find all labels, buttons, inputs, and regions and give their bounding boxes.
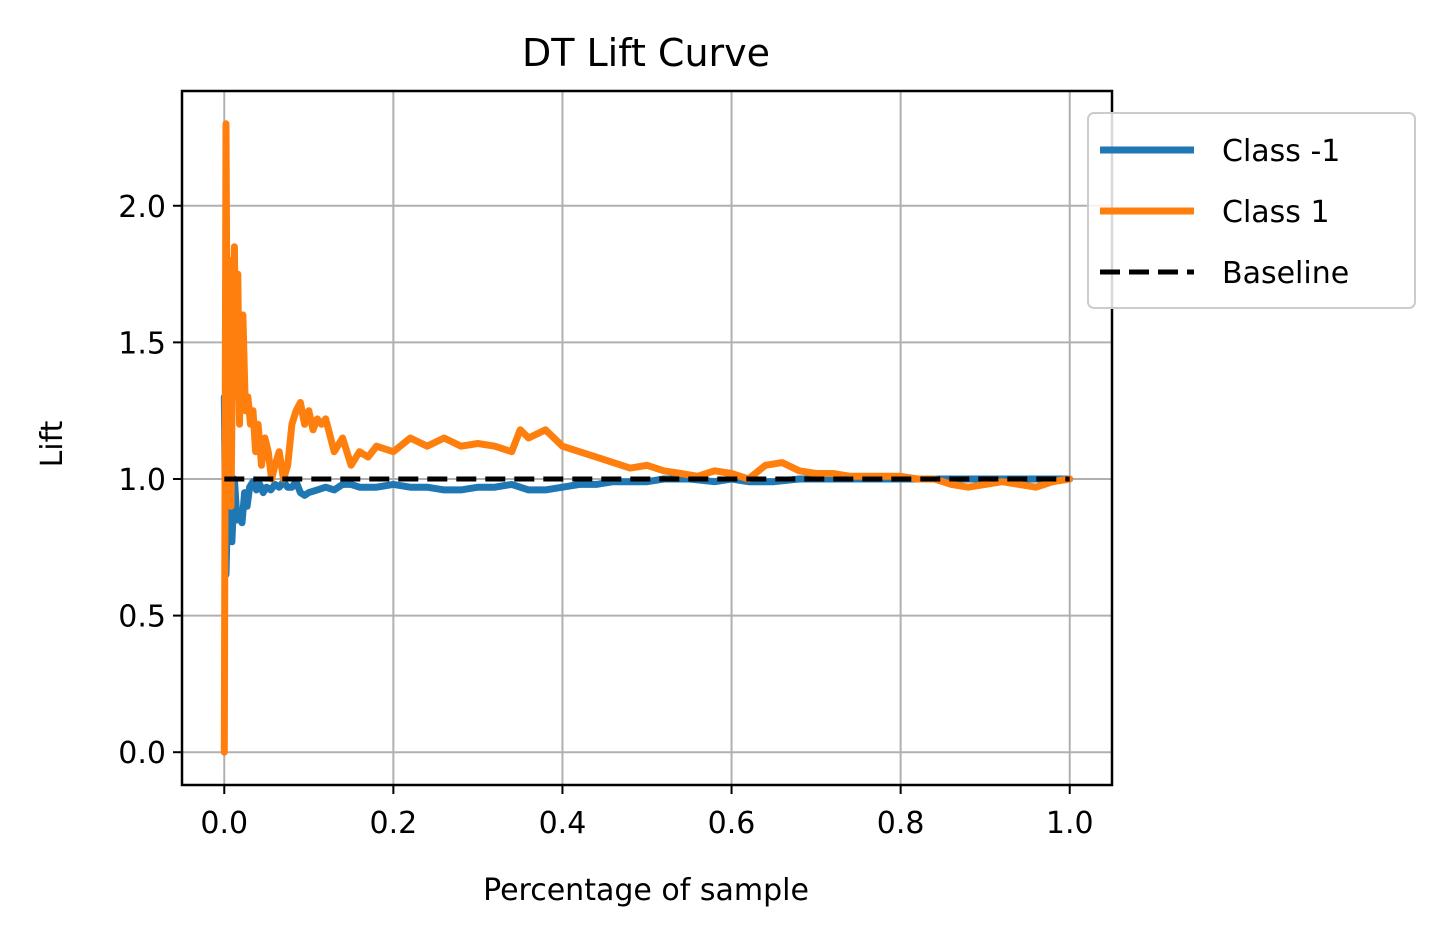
x-tick-label: 1.0 <box>1046 806 1094 841</box>
legend-label: Class 1 <box>1222 195 1330 230</box>
series-line-class-1 <box>220 393 1074 579</box>
y-tick-label: 1.0 <box>118 463 166 498</box>
y-tick-label: 0.0 <box>118 736 166 771</box>
x-axis-label: Percentage of sample <box>483 873 809 908</box>
legend-label: Baseline <box>1222 256 1349 291</box>
x-ticks: 0.0 0.2 0.4 0.6 0.8 1.0 <box>200 785 1094 841</box>
series-lines <box>220 120 1074 756</box>
y-tick-label: 0.5 <box>118 600 166 635</box>
series-line-class-1 <box>220 120 1074 756</box>
y-tick-label: 1.5 <box>118 326 166 361</box>
x-tick-label: 0.6 <box>708 806 756 841</box>
y-tick-label: 2.0 <box>118 190 166 225</box>
y-ticks: 0.0 0.5 1.0 1.5 2.0 <box>118 190 182 771</box>
x-tick-label: 0.4 <box>539 806 587 841</box>
legend-label: Class -1 <box>1222 134 1340 169</box>
x-tick-label: 0.8 <box>877 806 925 841</box>
legend: Class -1 Class 1 Baseline <box>1087 112 1416 309</box>
y-axis-label: Lift <box>35 420 70 467</box>
x-tick-label: 0.0 <box>200 806 248 841</box>
plot-frame <box>180 89 1114 787</box>
chart-title: DT Lift Curve <box>522 31 770 75</box>
x-tick-label: 0.2 <box>370 806 418 841</box>
grid-lines <box>182 91 1112 785</box>
legend-box <box>1087 112 1416 309</box>
